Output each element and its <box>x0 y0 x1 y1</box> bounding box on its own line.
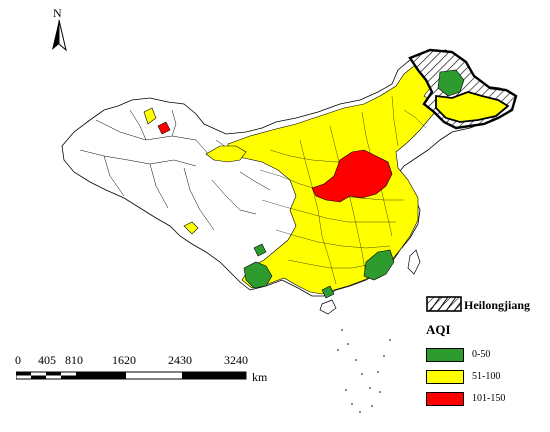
legend-item: 51-100 <box>426 370 550 386</box>
aqi-region-0-50-southeast <box>363 249 395 281</box>
scale-bar-graphic <box>16 371 247 380</box>
scale-tick-405: 405 <box>38 353 56 367</box>
scale-tick-810: 810 <box>65 353 83 367</box>
taiwan-island <box>407 249 421 275</box>
hainan-island <box>319 299 337 315</box>
legend-label-51-100: 51-100 <box>472 371 501 382</box>
legend-hatch-label: Heilongjiang <box>464 298 531 312</box>
legend-item: 0-50 <box>426 348 550 364</box>
legend-swatch-51-100 <box>426 370 464 384</box>
heilongjiang-green-area <box>437 69 465 97</box>
legend-hatch-swatch <box>426 296 462 312</box>
legend-label-101-150: 101-150 <box>472 393 506 404</box>
legend: Heilongjiang AQI 0-50 51-100 101-150 <box>426 292 550 412</box>
heilongjiang-yellow-area <box>435 91 510 123</box>
scale-bar: 0 405 810 1620 2430 3240 km <box>14 353 267 384</box>
north-arrow-label: N <box>53 6 62 20</box>
scale-tick-3240: 3240 <box>224 353 248 367</box>
legend-swatch-101-150 <box>426 392 464 406</box>
yellow-province-boundaries <box>259 95 427 285</box>
scale-unit: km <box>252 370 268 384</box>
south-sea-islands <box>337 329 391 413</box>
aqi-region-51-100-west <box>205 145 247 163</box>
legend-label-0-50: 0-50 <box>472 349 491 360</box>
legend-item: 101-150 <box>426 392 550 408</box>
scale-tick-0: 0 <box>15 353 21 367</box>
aqi-region-101-150-nw <box>157 121 171 135</box>
scale-tick-2430: 2430 <box>168 353 192 367</box>
aqi-region-0-50-sw-small <box>253 243 267 257</box>
aqi-region-0-50-south <box>243 261 273 289</box>
aqi-region-0-50-east-small <box>321 285 335 299</box>
north-arrow-icon <box>52 19 67 52</box>
scale-tick-1620: 1620 <box>112 353 136 367</box>
aqi-region-51-100-sw <box>183 221 199 235</box>
legend-swatch-0-50 <box>426 348 464 362</box>
legend-title: AQI <box>426 322 451 337</box>
aqi-region-51-100-nw <box>143 107 157 125</box>
north-arrow: N <box>47 6 71 58</box>
aqi-region-101-150 <box>311 149 393 203</box>
